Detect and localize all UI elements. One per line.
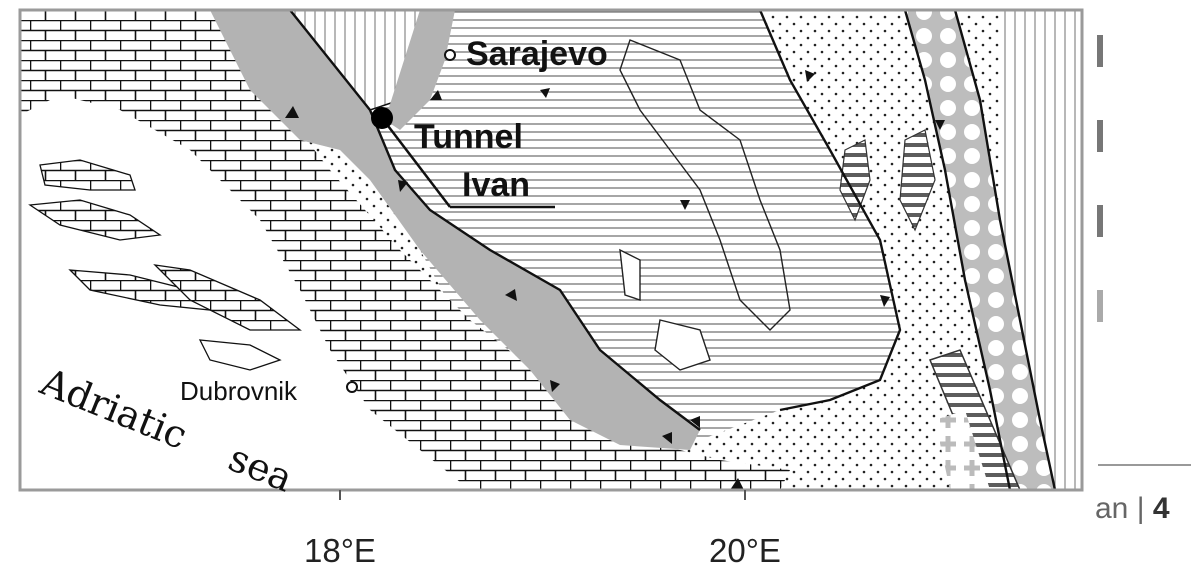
sarajevo-label: Sarajevo <box>466 35 608 73</box>
eastern-outcrops <box>619 39 791 371</box>
geologic-units <box>20 10 1082 490</box>
thrust-teeth <box>285 70 945 490</box>
dark-stripe-lens-2 <box>839 139 871 222</box>
horizontal-stripe-unit <box>300 10 900 460</box>
sarajevo-marker <box>444 49 456 61</box>
dark-stripe-lens-1 <box>899 129 936 232</box>
dubrovnik-marker <box>346 381 358 393</box>
sea-area <box>20 95 470 490</box>
axis-ticks <box>339 490 746 500</box>
map-frame <box>18 8 1084 492</box>
tunnel-label-line1: Tunnel <box>414 118 523 156</box>
plus-sign-unit <box>935 410 990 490</box>
gray-belt-north <box>385 10 455 130</box>
gray-belt <box>210 10 700 450</box>
tunnel-label-line2: Ivan <box>462 166 530 204</box>
dubrovnik-label: Dubrovnik <box>180 376 298 406</box>
coastal-islands <box>28 159 302 371</box>
thrust-faults <box>289 10 1057 490</box>
tick-label-20e: 20°E <box>709 532 781 569</box>
tunnel-leader-line <box>381 117 451 208</box>
page-fragment: an | 4 <box>1095 35 1191 525</box>
tick-label-18e: 18°E <box>304 532 376 569</box>
tunnel-marker <box>371 107 393 129</box>
page-footer-text: an | 4 <box>1095 492 1170 525</box>
